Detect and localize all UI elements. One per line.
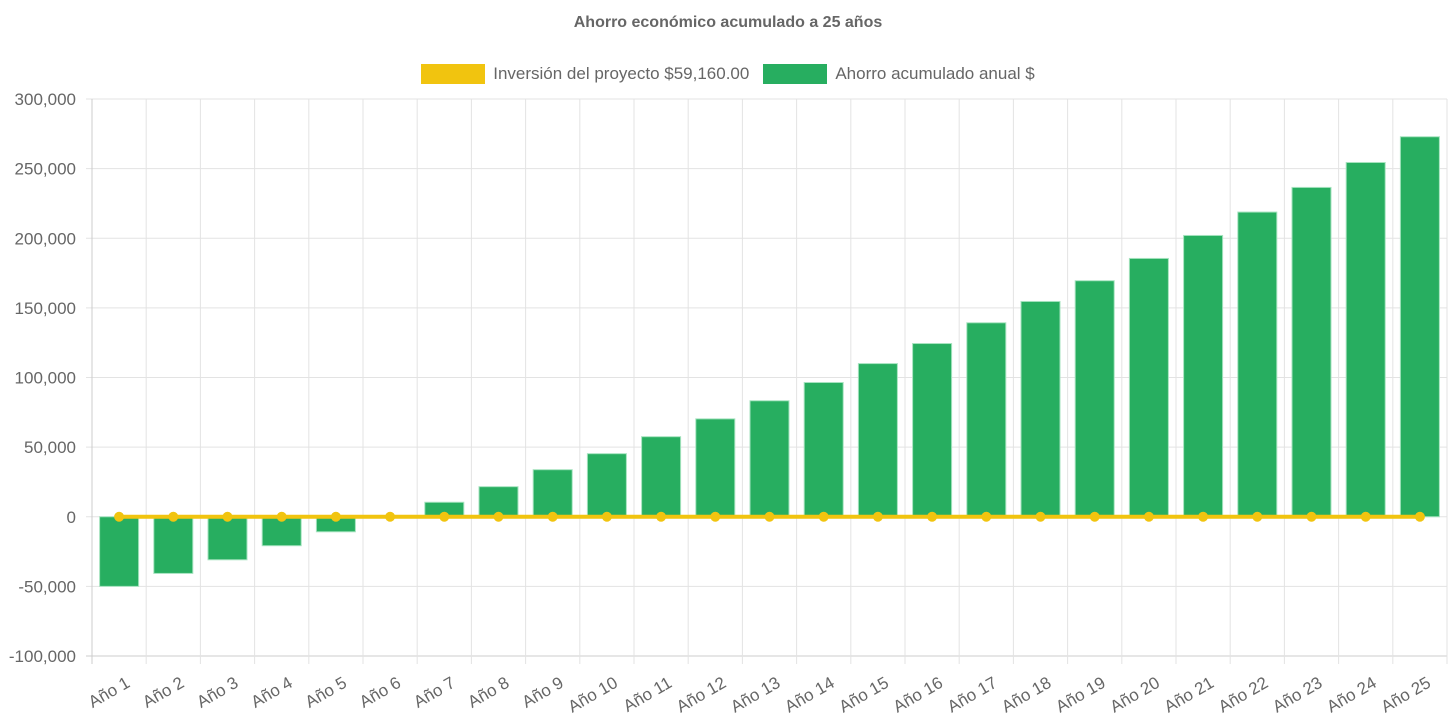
x-tick-label: Año 23: [1269, 673, 1325, 716]
investment-point: [927, 511, 938, 522]
y-tick-label: 0: [67, 508, 76, 527]
bar-año-15: [857, 363, 898, 518]
legend: Inversión del proyecto $59,160.00 Ahorro…: [0, 64, 1456, 84]
x-tick-label: Año 6: [356, 673, 404, 712]
y-tick-label: -50,000: [18, 577, 76, 596]
investment-point: [872, 511, 883, 522]
x-tick-label: Año 2: [139, 673, 187, 712]
bar-año-24: [1345, 161, 1386, 518]
investment-point: [168, 511, 179, 522]
investment-point: [547, 511, 558, 522]
bar-año-12: [695, 418, 736, 518]
x-tick-label: Año 20: [1107, 673, 1163, 716]
bar-año-2: [153, 516, 194, 574]
x-tick-label: Año 22: [1215, 673, 1271, 716]
x-tick-label: Año 5: [302, 673, 350, 712]
x-tick-label: Año 10: [565, 673, 621, 716]
y-tick-label: 300,000: [15, 90, 76, 109]
investment-point: [1198, 511, 1209, 522]
x-tick-label: Año 4: [248, 673, 296, 712]
bar-año-1: [99, 516, 140, 587]
x-tick-label: Año 24: [1324, 673, 1380, 716]
legend-swatch-inversion: [421, 64, 486, 84]
x-tick-label: Año 14: [782, 673, 838, 716]
investment-point: [276, 511, 287, 522]
y-tick-label: 250,000: [15, 160, 76, 179]
x-tick-label: Año 8: [465, 673, 513, 712]
bar-año-10: [586, 453, 627, 518]
y-tick-label: 50,000: [24, 438, 76, 457]
investment-point: [710, 511, 721, 522]
legend-item-inversion[interactable]: Inversión del proyecto $59,160.00: [421, 64, 749, 84]
y-tick-label: 100,000: [15, 369, 76, 388]
bar-año-13: [749, 400, 790, 518]
bar-año-25: [1399, 136, 1440, 518]
investment-point: [1306, 511, 1317, 522]
investment-point: [1252, 511, 1263, 522]
investment-point: [330, 511, 341, 522]
x-tick-label: Año 9: [519, 673, 567, 712]
investment-point: [764, 511, 775, 522]
investment-point: [493, 511, 504, 522]
y-tick-label: 150,000: [15, 299, 76, 318]
x-tick-label: Año 15: [836, 673, 892, 716]
investment-point: [601, 511, 612, 522]
legend-label-inversion: Inversión del proyecto $59,160.00: [493, 64, 750, 83]
bar-año-19: [1074, 280, 1115, 518]
bar-año-23: [1291, 186, 1332, 518]
investment-point: [385, 511, 396, 522]
x-tick-label: Año 1: [85, 673, 133, 712]
investment-point: [1089, 511, 1100, 522]
bar-año-18: [1020, 300, 1061, 518]
bar-año-22: [1237, 211, 1278, 518]
x-tick-label: Año 16: [890, 673, 946, 716]
bar-año-21: [1183, 234, 1224, 518]
legend-label-ahorro: Ahorro acumulado anual $: [835, 64, 1035, 83]
x-tick-label: Año 17: [944, 673, 1000, 716]
investment-point: [818, 511, 829, 522]
investment-point: [1143, 511, 1154, 522]
bar-año-3: [207, 516, 248, 561]
bar-año-11: [641, 436, 682, 518]
x-tick-label: Año 3: [194, 673, 242, 712]
x-tick-label: Año 19: [1053, 673, 1109, 716]
chart-title: Ahorro económico acumulado a 25 años: [573, 14, 883, 31]
x-tick-label: Año 13: [727, 673, 783, 716]
investment-point: [1035, 511, 1046, 522]
investment-point: [114, 511, 125, 522]
x-tick-label: Año 7: [410, 673, 458, 712]
y-tick-label: 200,000: [15, 229, 76, 248]
x-tick-label: Año 21: [1161, 673, 1217, 716]
legend-item-ahorro[interactable]: Ahorro acumulado anual $: [763, 64, 1035, 84]
investment-point: [981, 511, 992, 522]
legend-swatch-ahorro: [763, 64, 828, 84]
bar-año-14: [803, 382, 844, 518]
bar-año-9: [532, 469, 573, 518]
x-tick-label: Año 11: [620, 673, 675, 716]
x-tick-label: Año 18: [998, 673, 1054, 716]
x-tick-label: Año 25: [1378, 673, 1434, 716]
investment-point: [222, 511, 233, 522]
investment-point: [656, 511, 667, 522]
bar-año-8: [478, 486, 519, 518]
bar-año-16: [912, 343, 953, 518]
bar-año-17: [966, 322, 1007, 518]
investment-point: [1360, 511, 1371, 522]
investment-point: [1414, 511, 1425, 522]
investment-point: [439, 511, 450, 522]
bar-año-20: [1128, 257, 1169, 518]
x-tick-label: Año 12: [673, 673, 729, 716]
y-tick-label: -100,000: [9, 647, 76, 666]
